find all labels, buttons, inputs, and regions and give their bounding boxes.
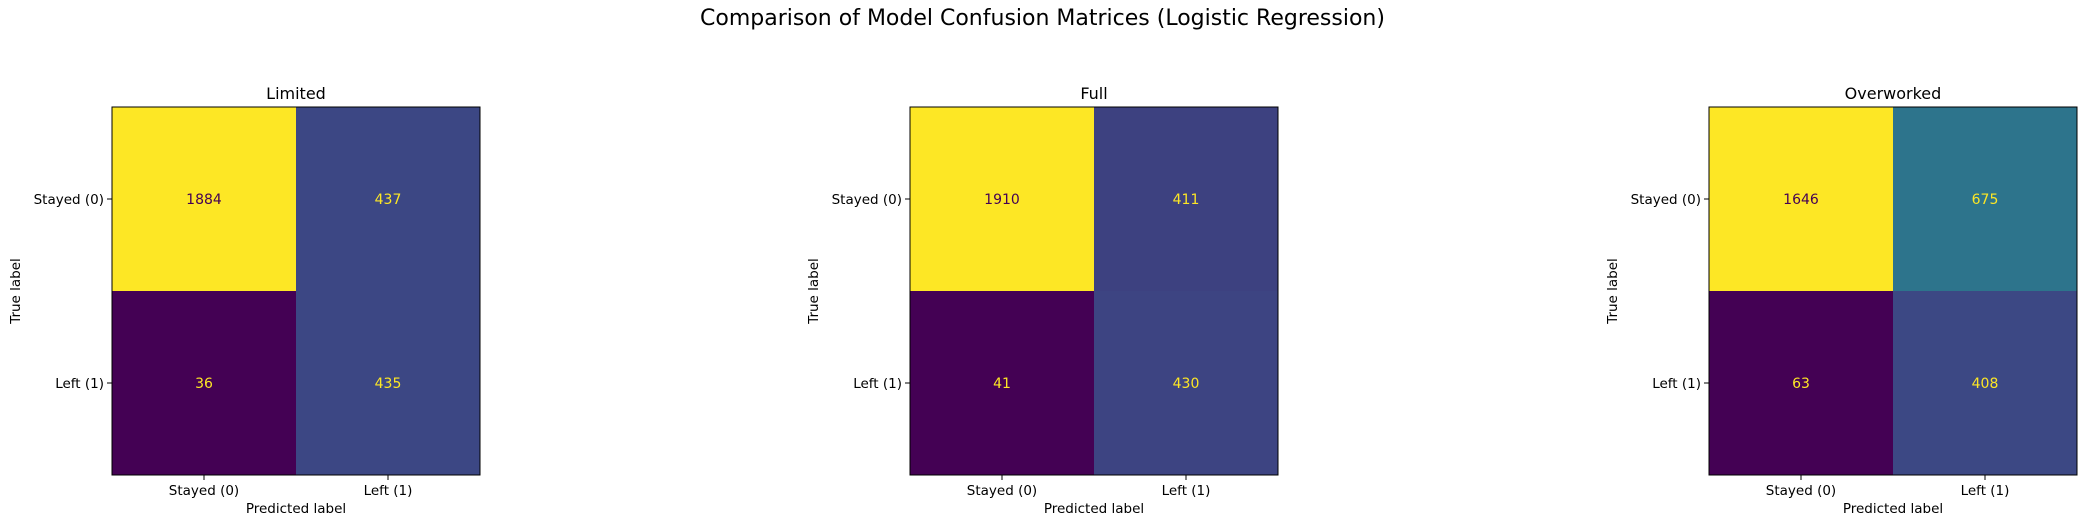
x-tick-label: Left (1) bbox=[364, 483, 413, 499]
cell-value-label: 1910 bbox=[984, 192, 1020, 208]
cell-value-label: 430 bbox=[1173, 376, 1200, 392]
matrix-cell-1-1-0 bbox=[910, 291, 1094, 475]
cell-value-label: 1884 bbox=[186, 192, 222, 208]
x-tick-label: Left (1) bbox=[1162, 483, 1211, 499]
cell-value-label: 1646 bbox=[1783, 192, 1819, 208]
y-tick-label: Stayed (0) bbox=[1631, 192, 1701, 208]
panel-title: Full bbox=[1080, 84, 1107, 103]
y-axis-label: True label bbox=[8, 258, 24, 325]
cell-value-label: 408 bbox=[1972, 376, 1999, 392]
axes-frame bbox=[1708, 106, 2078, 476]
figure-suptitle: Comparison of Model Confusion Matrices (… bbox=[700, 6, 1385, 31]
x-tick-label: Stayed (0) bbox=[967, 483, 1037, 499]
axes-frame bbox=[111, 106, 481, 476]
x-axis-label: Predicted label bbox=[246, 501, 346, 517]
y-tick-label: Left (1) bbox=[55, 376, 104, 392]
panel-title: Limited bbox=[266, 84, 326, 103]
matrix-cell-2-1-1 bbox=[1893, 291, 2077, 475]
matrix-cell-1-0-1 bbox=[1094, 107, 1278, 291]
cell-value-label: 411 bbox=[1173, 192, 1200, 208]
y-axis-label: True label bbox=[806, 258, 822, 325]
matrix-cell-2-0-1 bbox=[1893, 107, 2077, 291]
cell-value-label: 435 bbox=[375, 376, 402, 392]
matrix-cell-0-0-0 bbox=[112, 107, 296, 291]
y-axis-label: True label bbox=[1605, 258, 1621, 325]
y-tick-label: Stayed (0) bbox=[832, 192, 902, 208]
x-axis-label: Predicted label bbox=[1843, 501, 1943, 517]
y-tick-label: Stayed (0) bbox=[34, 192, 104, 208]
matrix-cell-0-1-1 bbox=[296, 291, 480, 475]
cell-value-label: 36 bbox=[195, 376, 213, 392]
matrix-cell-1-0-0 bbox=[910, 107, 1094, 291]
cell-value-label: 675 bbox=[1972, 192, 1999, 208]
axes-frame bbox=[909, 106, 1279, 476]
x-tick-label: Stayed (0) bbox=[169, 483, 239, 499]
matrix-cell-2-0-0 bbox=[1709, 107, 1893, 291]
y-tick-label: Left (1) bbox=[853, 376, 902, 392]
matrix-cell-2-1-0 bbox=[1709, 291, 1893, 475]
y-tick-label: Left (1) bbox=[1652, 376, 1701, 392]
matrix-cell-0-1-0 bbox=[112, 291, 296, 475]
x-tick-label: Left (1) bbox=[1961, 483, 2010, 499]
x-tick-label: Stayed (0) bbox=[1766, 483, 1836, 499]
matrix-cell-0-0-1 bbox=[296, 107, 480, 291]
cell-value-label: 63 bbox=[1792, 376, 1810, 392]
cell-value-label: 41 bbox=[993, 376, 1011, 392]
matrix-cell-1-1-1 bbox=[1094, 291, 1278, 475]
cell-value-label: 437 bbox=[375, 192, 402, 208]
panel-title: Overworked bbox=[1845, 84, 1942, 103]
x-axis-label: Predicted label bbox=[1044, 501, 1144, 517]
